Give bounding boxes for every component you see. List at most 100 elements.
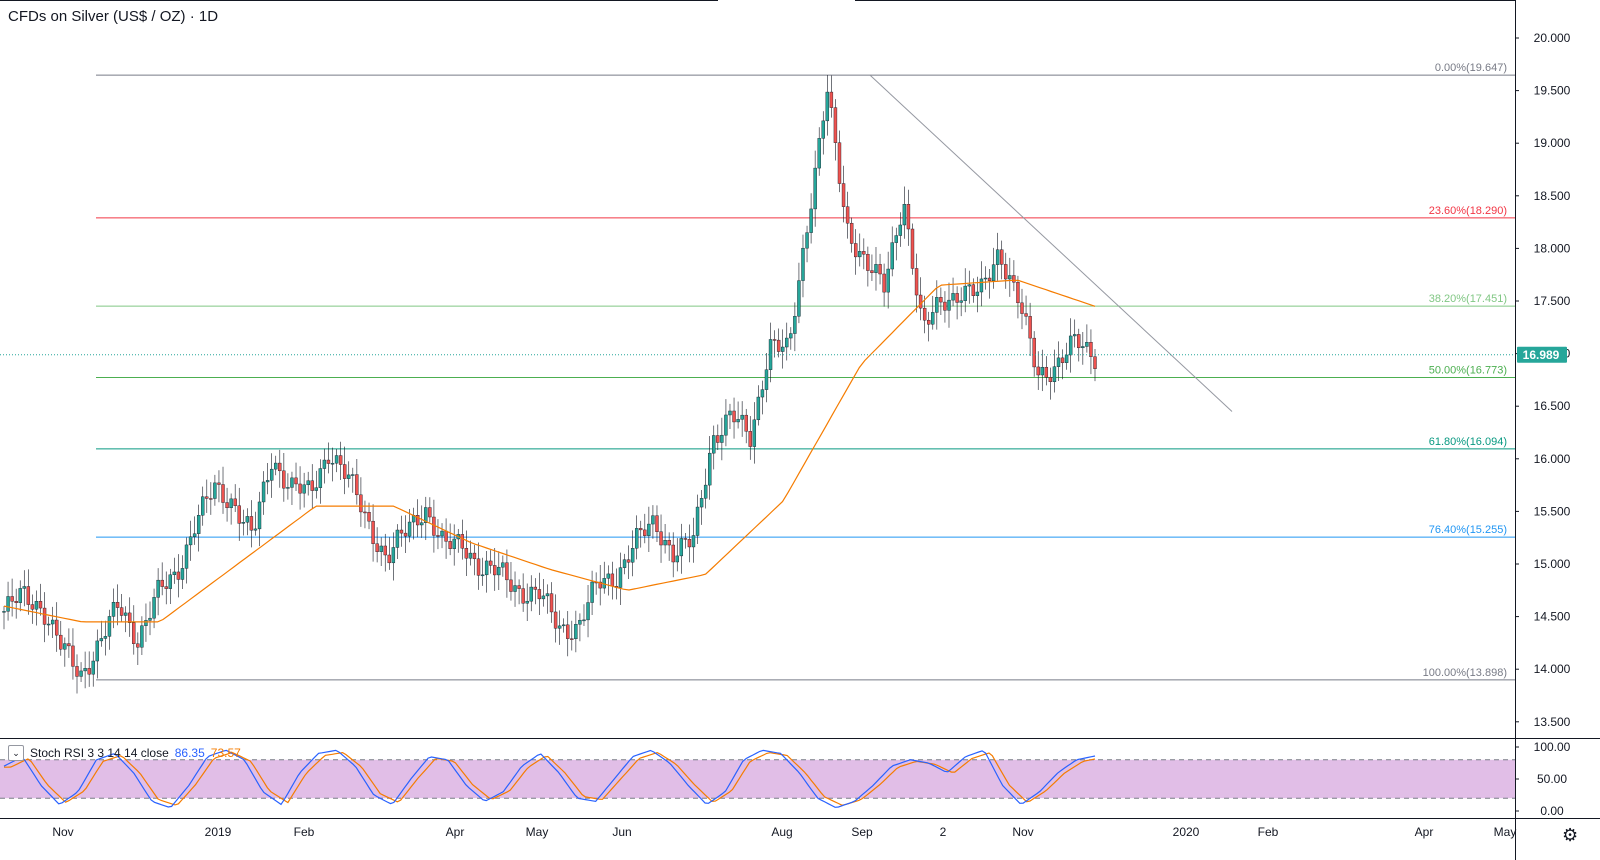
candle [781,329,785,369]
candle-body [464,548,469,559]
candle [1016,275,1020,319]
candle [464,530,469,576]
candle-body [428,507,432,518]
candle [614,568,619,600]
candle [1077,328,1081,362]
candle-body [841,183,846,207]
candle [383,533,387,572]
candle-body [375,543,379,552]
candle-body [480,574,485,577]
candle [132,605,136,655]
candle [813,150,817,227]
candle [866,246,870,287]
chart-title: CFDs on Silver (US$ / OZ) · 1D [8,8,219,25]
candle-body [225,502,229,509]
candle [557,610,562,645]
candle-body [342,464,347,479]
candle-body [870,270,874,273]
candle-body [914,268,919,296]
candle-body [249,516,254,531]
candle-body [789,333,793,339]
candle-body [703,484,708,499]
stoch-tick-label: 100.00 [1534,740,1571,754]
candle [618,552,623,606]
candle [902,186,907,239]
candle [1068,318,1073,373]
candle-body [983,277,988,280]
candle [403,515,408,554]
candle-body [209,498,213,500]
candle [1032,331,1036,377]
candle-body [107,616,112,637]
candle [359,477,363,527]
candle [67,628,71,658]
candle [107,609,112,650]
candle [736,401,740,429]
candle [338,441,343,481]
candle-body [947,299,951,311]
candle-body [63,643,67,650]
candle [229,493,233,525]
candle-body [622,559,627,568]
candle-body [732,410,736,423]
candle-body [99,638,104,642]
candle [160,562,164,596]
candle-body [160,579,164,587]
candle-body [87,668,91,675]
candle [436,519,440,550]
candle [772,330,777,358]
candle [578,613,582,642]
candle-body [813,167,817,210]
candle [549,582,554,623]
candle [103,620,108,656]
candle-body [71,645,75,667]
candle-body [79,670,83,677]
candle [484,550,489,593]
candle-body [237,505,241,524]
candle-body [695,506,700,536]
candle-body [302,484,306,494]
candle-body [338,455,343,465]
candle [845,191,850,239]
candle-body [245,516,250,523]
candle [805,225,809,263]
candle-body [821,120,825,139]
candle-body [221,484,225,503]
candle-body [136,643,140,648]
fib-level-label: 0.00%(19.647) [1435,62,1507,74]
candle [1036,351,1040,390]
candle-body [257,501,262,530]
candle-body [517,585,521,589]
candle [363,500,367,529]
candle [99,620,104,647]
candle [407,509,412,543]
candle-body [979,278,984,293]
candle [245,508,250,536]
price-tick-label: 16.500 [1534,399,1571,413]
candle-body [164,586,168,589]
candle [1000,240,1004,280]
candle [837,130,842,193]
candle-body [1068,335,1073,356]
candle [967,270,971,304]
candle [598,565,602,606]
price-tick-label: 18.000 [1534,241,1571,255]
chevron-down-icon[interactable]: ⌄ [8,745,24,761]
candle-body [420,522,424,526]
candle [606,565,611,596]
candles [2,75,1097,694]
gear-icon[interactable]: ⚙ [1562,825,1579,845]
time-tick-label: 2020 [1173,825,1200,839]
candle [570,620,574,651]
candle [959,287,963,317]
candle-body [1085,342,1089,347]
candle [460,519,465,560]
candle-body [119,607,124,616]
candle-body [801,247,805,281]
candle-body [196,515,201,534]
indicator-legend: ⌄ Stoch RSI 3 3 14 14 close 86.35 73.57 [8,745,241,761]
candle [440,523,444,549]
fib-level-label: 50.00%(16.773) [1429,364,1507,376]
